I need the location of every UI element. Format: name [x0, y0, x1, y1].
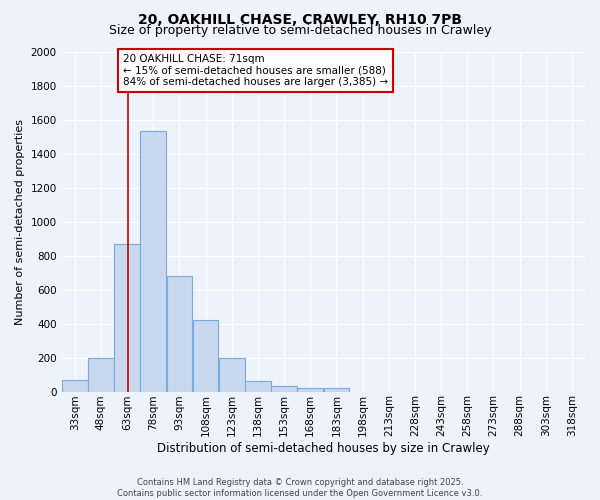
Bar: [88, 358, 114, 392]
Bar: [167, 276, 192, 392]
Bar: [245, 382, 271, 392]
X-axis label: Distribution of semi-detached houses by size in Crawley: Distribution of semi-detached houses by …: [157, 442, 490, 455]
Bar: [219, 358, 245, 392]
Bar: [114, 244, 140, 392]
Y-axis label: Number of semi-detached properties: Number of semi-detached properties: [15, 118, 25, 324]
Bar: [298, 388, 323, 392]
Text: 20, OAKHILL CHASE, CRAWLEY, RH10 7PB: 20, OAKHILL CHASE, CRAWLEY, RH10 7PB: [138, 12, 462, 26]
Text: 20 OAKHILL CHASE: 71sqm
← 15% of semi-detached houses are smaller (588)
84% of s: 20 OAKHILL CHASE: 71sqm ← 15% of semi-de…: [123, 54, 388, 88]
Bar: [140, 132, 166, 392]
Bar: [323, 388, 349, 392]
Bar: [193, 320, 218, 392]
Text: Size of property relative to semi-detached houses in Crawley: Size of property relative to semi-detach…: [109, 24, 491, 37]
Bar: [271, 386, 297, 392]
Text: Contains HM Land Registry data © Crown copyright and database right 2025.
Contai: Contains HM Land Registry data © Crown c…: [118, 478, 482, 498]
Bar: [62, 380, 88, 392]
